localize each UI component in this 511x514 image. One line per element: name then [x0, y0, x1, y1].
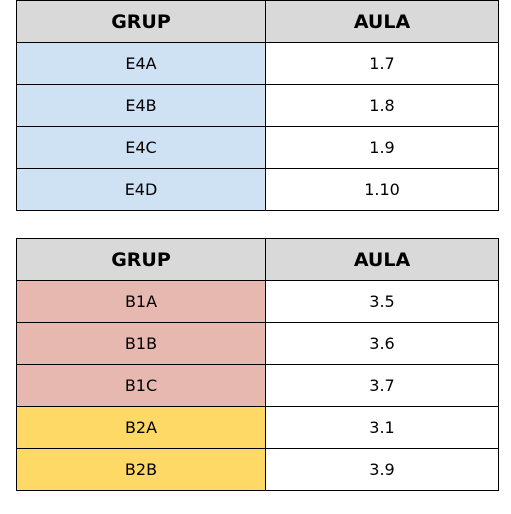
- table-row: B1C 3.7: [16, 364, 499, 407]
- grup-cell: B2A: [16, 406, 266, 449]
- table-row: E4C 1.9: [16, 126, 499, 169]
- aula-cell: 3.7: [265, 364, 499, 407]
- table-row: E4A 1.7: [16, 42, 499, 85]
- header-aula: AULA: [265, 238, 499, 281]
- table-row: B1B 3.6: [16, 322, 499, 365]
- aula-cell: 3.1: [265, 406, 499, 449]
- group-classroom-table-e4: GRUP AULA E4A 1.7 E4B 1.8 E4C 1.9 E4D 1.…: [16, 0, 499, 211]
- grup-cell: B1A: [16, 280, 266, 323]
- aula-cell: 1.9: [265, 126, 499, 169]
- grup-cell: E4A: [16, 42, 266, 85]
- grup-cell: B1C: [16, 364, 266, 407]
- table-row: E4D 1.10: [16, 168, 499, 211]
- grup-cell: B1B: [16, 322, 266, 365]
- aula-cell: 3.9: [265, 448, 499, 491]
- grup-cell: E4B: [16, 84, 266, 127]
- header-row: GRUP AULA: [16, 238, 499, 281]
- header-row: GRUP AULA: [16, 0, 499, 43]
- aula-cell: 1.8: [265, 84, 499, 127]
- table-row: E4B 1.8: [16, 84, 499, 127]
- header-grup: GRUP: [16, 238, 266, 281]
- table-row: B2B 3.9: [16, 448, 499, 491]
- header-grup: GRUP: [16, 0, 266, 43]
- aula-cell: 1.7: [265, 42, 499, 85]
- grup-cell: E4C: [16, 126, 266, 169]
- aula-cell: 3.5: [265, 280, 499, 323]
- group-classroom-table-b: GRUP AULA B1A 3.5 B1B 3.6 B1C 3.7 B2A 3.…: [16, 238, 499, 491]
- grup-cell: B2B: [16, 448, 266, 491]
- header-aula: AULA: [265, 0, 499, 43]
- table-row: B2A 3.1: [16, 406, 499, 449]
- table-row: B1A 3.5: [16, 280, 499, 323]
- aula-cell: 1.10: [265, 168, 499, 211]
- aula-cell: 3.6: [265, 322, 499, 365]
- grup-cell: E4D: [16, 168, 266, 211]
